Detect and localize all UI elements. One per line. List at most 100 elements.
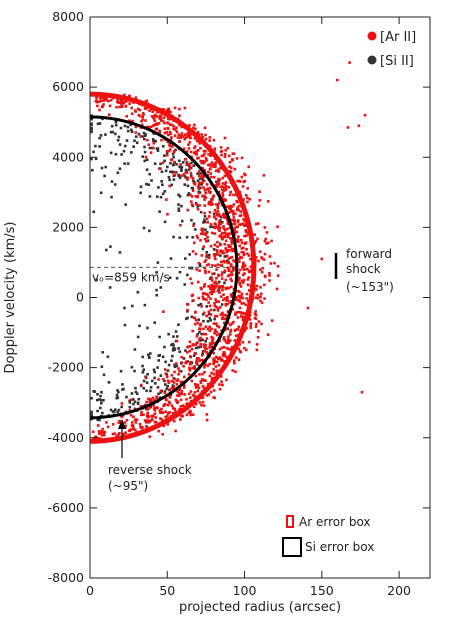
ar-point xyxy=(227,207,231,210)
ar-point xyxy=(249,324,253,328)
ar-point xyxy=(230,285,233,289)
ar-point xyxy=(196,185,200,189)
ar-point xyxy=(237,358,241,361)
ar-point xyxy=(242,251,245,254)
si-point xyxy=(130,130,134,134)
ar-point xyxy=(240,315,243,318)
ar-point xyxy=(160,418,164,422)
si-point xyxy=(213,317,216,321)
ar-point xyxy=(234,226,237,229)
ar-point xyxy=(175,339,179,343)
ar-point xyxy=(212,287,216,291)
ar-point xyxy=(177,133,181,136)
ar-point xyxy=(212,322,216,325)
ar-point xyxy=(227,321,230,325)
ar-point xyxy=(188,133,192,136)
ar-point xyxy=(203,297,207,301)
si-point xyxy=(156,261,160,264)
ar-point xyxy=(173,370,176,374)
si-point xyxy=(172,178,176,181)
si-point xyxy=(109,151,113,155)
si-point xyxy=(203,220,207,224)
ar-point xyxy=(245,193,248,197)
si-point xyxy=(159,374,163,377)
ar-point xyxy=(240,279,244,283)
si-point xyxy=(157,392,160,396)
ar-point xyxy=(238,296,242,300)
y-tick-label: -6000 xyxy=(48,500,84,515)
ar-point xyxy=(234,334,238,338)
ar-point xyxy=(202,379,206,382)
ar-point xyxy=(222,186,226,190)
ar-point xyxy=(163,127,167,131)
ar-point xyxy=(249,326,253,329)
ar-point xyxy=(242,346,246,350)
ar-point xyxy=(230,255,234,259)
ar-point xyxy=(273,261,276,265)
ar-point xyxy=(172,381,176,384)
ar-point xyxy=(153,398,156,402)
si-point xyxy=(99,399,103,402)
ar-point xyxy=(202,332,206,336)
ar-point xyxy=(193,146,196,150)
ar-point xyxy=(243,219,247,223)
ar-point xyxy=(229,348,233,351)
ar-point xyxy=(191,250,195,253)
ar-point xyxy=(222,337,226,341)
ar-point xyxy=(239,285,243,288)
ar-point xyxy=(227,257,231,260)
si-point xyxy=(189,174,193,177)
si-point xyxy=(105,248,108,252)
ar-point xyxy=(216,324,219,328)
ar-point xyxy=(101,104,104,108)
ar-point xyxy=(140,383,143,387)
ar-point xyxy=(124,431,128,435)
ar-point xyxy=(168,402,172,405)
ar-point xyxy=(242,224,246,227)
si-point xyxy=(123,323,127,327)
si-point xyxy=(99,394,102,398)
si-point xyxy=(156,149,160,152)
ar-point xyxy=(221,353,225,356)
ar-point xyxy=(220,188,224,192)
ar-point xyxy=(131,119,134,123)
ar-point xyxy=(143,107,147,110)
ar-point xyxy=(226,249,229,253)
ar-point xyxy=(168,394,171,398)
ar-point xyxy=(213,243,217,247)
ar-point xyxy=(120,104,124,108)
ar-point xyxy=(221,271,224,274)
y-tick-label: -2000 xyxy=(48,360,84,375)
si-point xyxy=(123,162,126,165)
ar-point xyxy=(180,392,184,396)
ar-point xyxy=(204,332,208,336)
ar-point xyxy=(199,159,203,163)
y-axis-ticks: -8000 -6000 -4000 -2000 0 2000 4000 6000 8000 xyxy=(48,9,430,585)
ar-point xyxy=(180,390,184,393)
si-point xyxy=(172,235,175,239)
ar-point xyxy=(202,285,206,288)
si-point xyxy=(220,221,224,224)
scatter-points xyxy=(90,61,367,443)
ar-point xyxy=(175,126,178,130)
ar-point xyxy=(200,305,203,308)
si-point xyxy=(142,226,146,230)
ar-point xyxy=(140,123,144,127)
si-point xyxy=(142,379,146,383)
ar-point xyxy=(157,429,160,433)
ar-point xyxy=(230,294,233,297)
ar-point xyxy=(142,113,145,116)
si-point xyxy=(143,303,147,307)
ar-point xyxy=(212,284,216,288)
si-point xyxy=(155,195,159,198)
ar-point xyxy=(186,302,189,306)
si-point xyxy=(161,144,165,148)
ar-point xyxy=(166,117,170,120)
ar-point xyxy=(187,373,191,376)
ar-point xyxy=(215,181,219,185)
ar-point xyxy=(111,423,115,426)
si-point xyxy=(185,161,189,164)
ar-point xyxy=(207,270,211,274)
si-point xyxy=(208,316,212,320)
ar-point xyxy=(204,231,208,235)
